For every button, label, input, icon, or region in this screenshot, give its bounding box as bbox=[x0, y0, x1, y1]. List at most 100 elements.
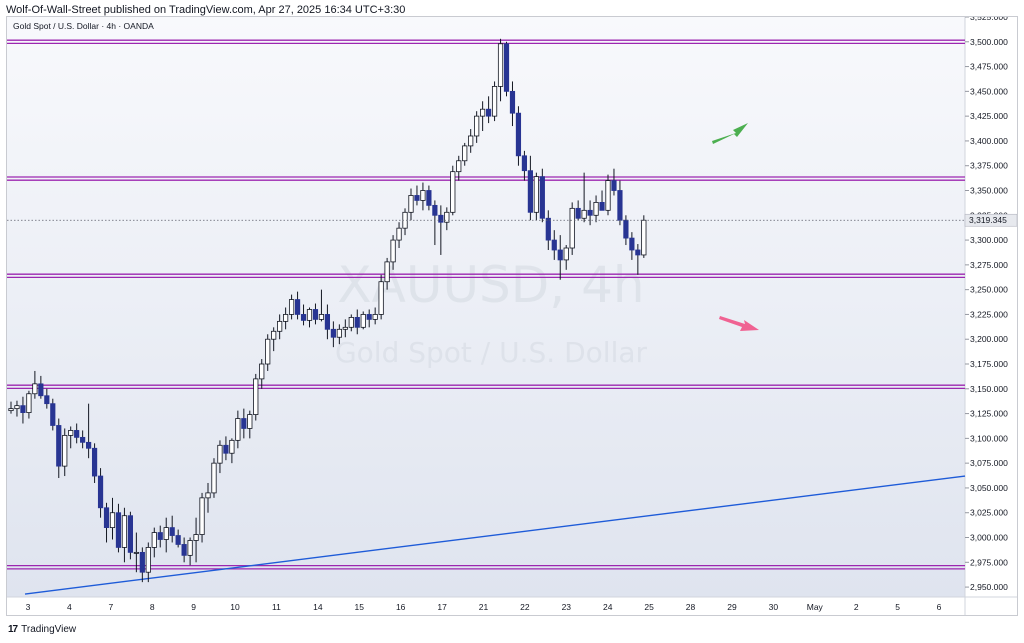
candle-body-down bbox=[294, 299, 301, 315]
time-axis-background bbox=[7, 597, 1017, 615]
candle-89 bbox=[539, 168, 545, 223]
candle-body-up bbox=[450, 171, 456, 213]
candle-body-down bbox=[432, 204, 438, 216]
candle-body-up bbox=[593, 202, 599, 216]
candle-11 bbox=[74, 423, 80, 444]
candle-86 bbox=[521, 150, 528, 181]
candle-4 bbox=[32, 370, 38, 399]
candle-body-up bbox=[378, 281, 384, 315]
candle-34 bbox=[211, 458, 217, 498]
candle-body-up bbox=[253, 378, 259, 415]
candle-body-up bbox=[283, 314, 289, 322]
candle-body-up bbox=[444, 211, 450, 223]
candle-16 bbox=[103, 502, 110, 543]
candle-62 bbox=[378, 274, 384, 320]
candle-81 bbox=[491, 81, 498, 122]
price-tick-label: 3,125.000 bbox=[970, 409, 1008, 419]
candle-body-down bbox=[426, 190, 432, 206]
candle-85 bbox=[515, 106, 522, 166]
candle-body-down bbox=[80, 436, 86, 443]
candle-body-up bbox=[533, 176, 539, 213]
candle-body-down bbox=[354, 317, 360, 328]
trendline-group bbox=[24, 475, 966, 595]
time-tick-label: 17 bbox=[437, 602, 447, 612]
price-tick-label: 3,225.000 bbox=[970, 309, 1008, 319]
candle-body-down bbox=[485, 108, 492, 117]
candle-body-up bbox=[229, 439, 235, 454]
candle-body-down bbox=[587, 209, 593, 216]
candle-45 bbox=[277, 314, 283, 340]
time-tick-label: 21 bbox=[479, 602, 489, 612]
candle-body-up bbox=[199, 497, 205, 535]
candle-body-down bbox=[74, 430, 80, 438]
candle-body-down bbox=[527, 170, 533, 213]
candle-60 bbox=[366, 309, 372, 328]
candle-47 bbox=[288, 294, 295, 320]
candle-14 bbox=[91, 443, 98, 483]
candle-35 bbox=[217, 440, 223, 474]
chart-frame: XAUUSD, 4h Gold Spot / U.S. Dollar 2,950… bbox=[6, 16, 1018, 616]
candle-15 bbox=[97, 468, 104, 518]
price-tick-label: 3,450.000 bbox=[970, 86, 1008, 96]
time-tick-label: 5 bbox=[895, 602, 900, 612]
candle-body-up bbox=[408, 195, 414, 213]
candle-88 bbox=[533, 172, 539, 221]
candle-body-up bbox=[491, 86, 498, 117]
candle-body-down bbox=[139, 551, 145, 573]
time-tick-label: 16 bbox=[396, 602, 406, 612]
candle-body-down bbox=[539, 176, 545, 219]
time-tick-label: 7 bbox=[108, 602, 113, 612]
candle-99 bbox=[599, 190, 605, 211]
candle-body-up bbox=[456, 160, 462, 173]
time-tick-label: 23 bbox=[562, 602, 572, 612]
candle-body-up bbox=[420, 190, 426, 201]
candle-body-up bbox=[581, 209, 587, 219]
trend-arrow-down-icon bbox=[719, 316, 759, 331]
candle-body-up bbox=[390, 239, 396, 263]
candle-body-down bbox=[241, 418, 247, 429]
candle-body-up bbox=[271, 330, 277, 340]
candle-8 bbox=[56, 418, 62, 479]
candle-17 bbox=[109, 497, 116, 540]
candle-1 bbox=[14, 400, 20, 417]
candle-body-up bbox=[605, 180, 611, 211]
candle-0 bbox=[8, 401, 14, 414]
candle-body-down bbox=[181, 544, 187, 556]
price-tick-label: 3,300.000 bbox=[970, 235, 1008, 245]
candle-30 bbox=[187, 537, 193, 566]
candle-53 bbox=[324, 304, 331, 340]
candle-69 bbox=[420, 182, 426, 211]
candle-106 bbox=[641, 215, 647, 258]
price-axis[interactable]: 2,950.000 2,975.000 3,000.000 3,025.000 3,05… bbox=[965, 17, 1008, 592]
candle-92 bbox=[557, 235, 563, 280]
plot-background bbox=[7, 17, 965, 597]
price-chart[interactable]: XAUUSD, 4h Gold Spot / U.S. Dollar 2,950… bbox=[7, 17, 1017, 615]
candle-body-up bbox=[133, 551, 139, 554]
candle-91 bbox=[551, 230, 557, 260]
candle-43 bbox=[265, 334, 271, 371]
trend-arrow-up-icon bbox=[712, 123, 748, 144]
candle-97 bbox=[587, 200, 593, 226]
candle-36 bbox=[223, 436, 229, 461]
candle-64 bbox=[390, 235, 396, 270]
candle-body-down bbox=[635, 249, 641, 256]
candle-37 bbox=[229, 438, 235, 464]
time-tick-label: 28 bbox=[686, 602, 696, 612]
time-tick-label: 2 bbox=[854, 602, 859, 612]
candle-87 bbox=[527, 155, 533, 221]
candle-75 bbox=[456, 155, 462, 181]
candle-body-down bbox=[157, 532, 163, 540]
candle-body-down bbox=[50, 403, 56, 426]
time-axis[interactable]: 3 4 7 8 9 10 11 14 15 16 17 21 22 23 24 25 28 29 30 May 2 5 6 bbox=[26, 602, 942, 612]
candle-body-down bbox=[175, 535, 181, 545]
candle-body-down bbox=[223, 444, 229, 454]
candle-body-down bbox=[38, 383, 44, 397]
candle-54 bbox=[330, 321, 336, 348]
candle-body-up bbox=[259, 363, 265, 380]
candle-22 bbox=[139, 547, 145, 583]
last-price-group: 3,319.345 bbox=[7, 213, 1017, 227]
symbol-legend[interactable]: Gold Spot / U.S. Dollar · 4h · OANDA bbox=[13, 21, 154, 31]
time-tick-label: 10 bbox=[230, 602, 240, 612]
time-tick-label: 24 bbox=[603, 602, 613, 612]
time-tick-label: 22 bbox=[520, 602, 530, 612]
